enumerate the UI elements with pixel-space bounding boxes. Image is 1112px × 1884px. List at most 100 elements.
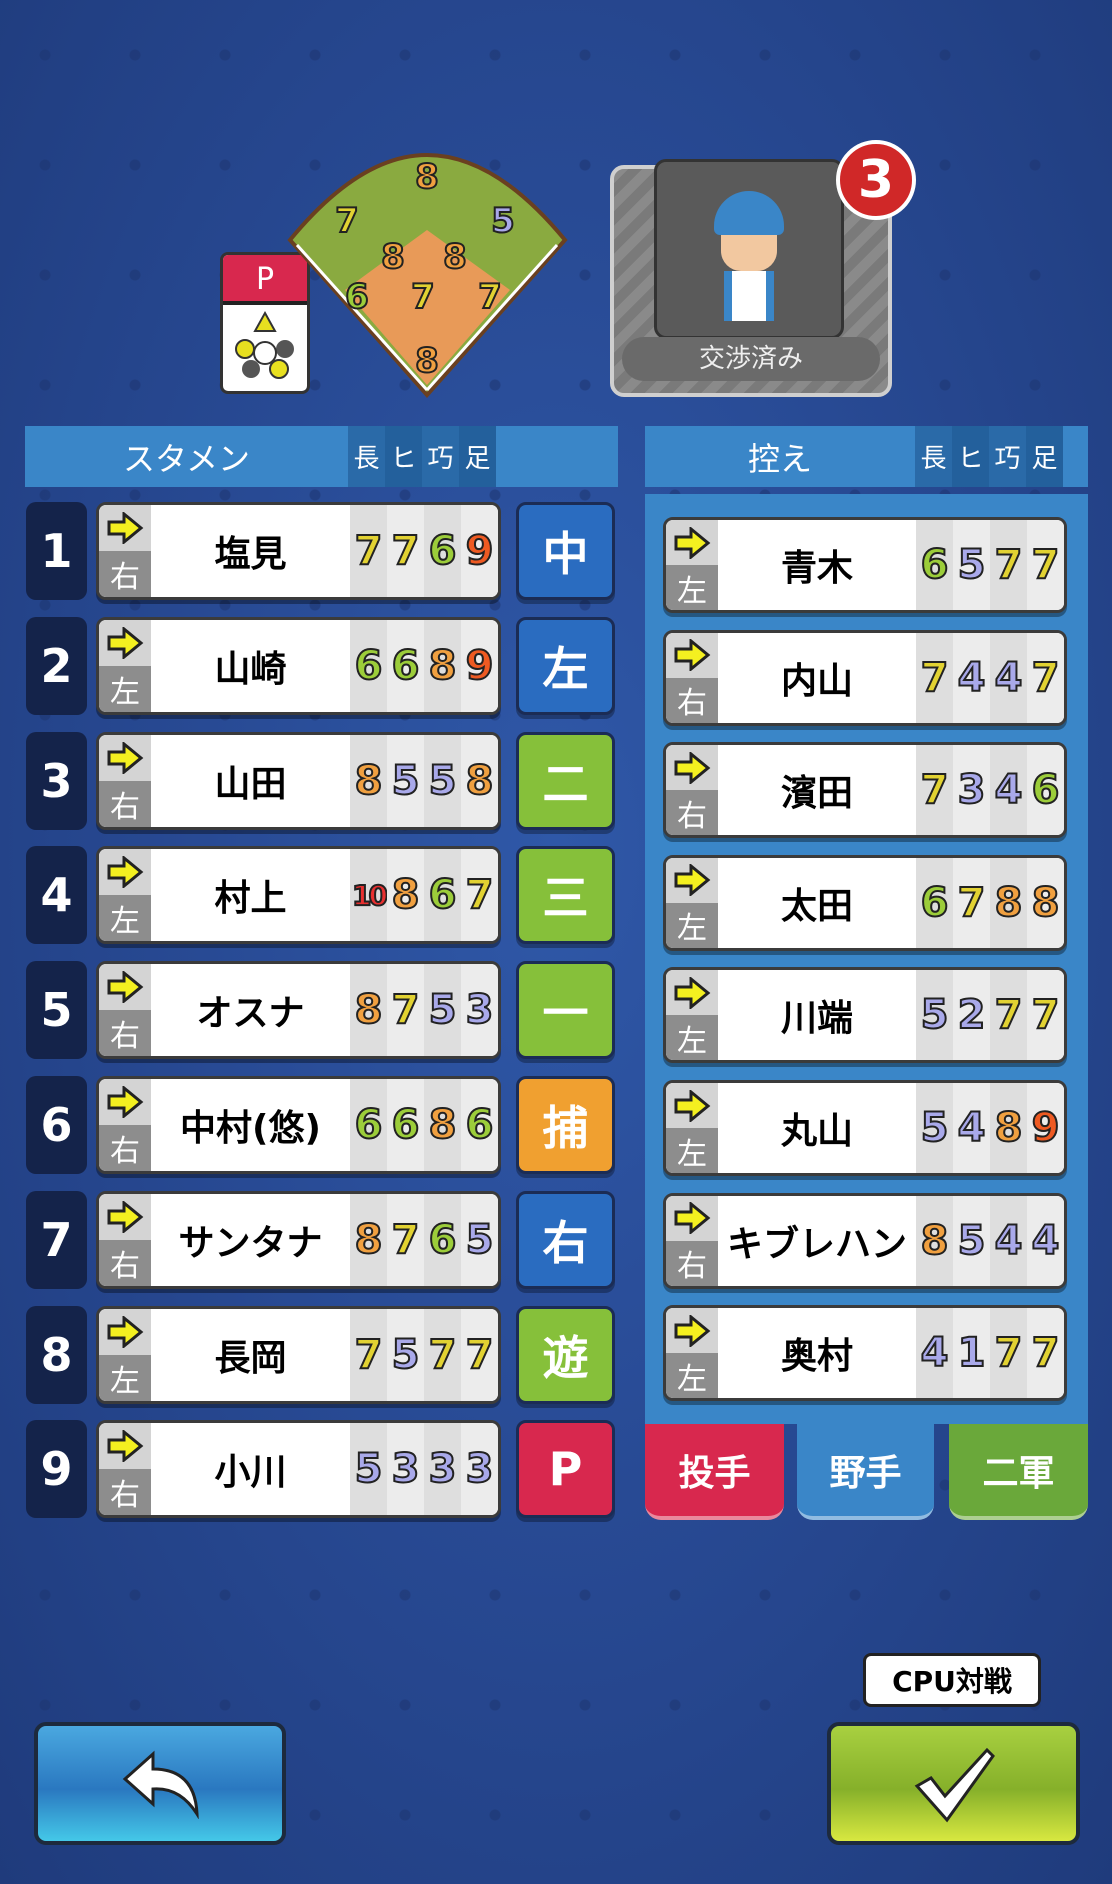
position-button[interactable]: 右 (516, 1190, 615, 1289)
batting-order: 8 (26, 1305, 87, 1404)
player-stat: 7 (1027, 1308, 1064, 1399)
player-stat: 7 (1027, 632, 1064, 723)
position-button[interactable]: 中 (516, 502, 615, 600)
lineup-player-card[interactable]: 右中村(悠) 6 6 8 6 (96, 1076, 501, 1174)
player-stat: 7 (387, 964, 424, 1057)
bench-player-card[interactable]: 左 太田 6 7 8 8 (663, 854, 1067, 951)
player-stat: 8 (350, 734, 387, 827)
tab-fielder[interactable]: 野手 (797, 1424, 934, 1520)
stat-header: 足 (459, 426, 496, 487)
stat-header: 長 (915, 426, 952, 487)
move-arrow-icon (674, 526, 711, 559)
negotiation-label: 交渉済み (622, 337, 880, 381)
rating-lf: 7 (335, 201, 359, 241)
player-stat: 3 (424, 1423, 461, 1516)
position-button[interactable]: 二 (516, 731, 615, 830)
player-stat: 4 (916, 1308, 953, 1399)
player-stat: 4 (1027, 1195, 1064, 1286)
player-stat: 8 (387, 849, 424, 942)
batting-hand: 右 (99, 551, 151, 597)
player-stat: 3 (953, 745, 990, 836)
bench-player-card[interactable]: 右 内山 7 4 4 7 (663, 629, 1067, 726)
position-button[interactable]: 左 (516, 616, 615, 715)
batting-order: 6 (26, 1076, 87, 1174)
move-arrow-icon (107, 626, 144, 659)
bench-title: 控え (747, 439, 812, 478)
player-avatar (714, 191, 784, 341)
player-stat: 8 (990, 857, 1027, 948)
player-stat: 7 (350, 1308, 387, 1401)
bench-player-card[interactable]: 右 濱田 7 3 4 6 (663, 742, 1067, 839)
lineup-player-card[interactable]: 右 オスナ 8 7 5 3 (96, 961, 501, 1060)
move-arrow-icon (107, 1430, 144, 1463)
position-button[interactable]: 捕 (516, 1076, 615, 1174)
position-button[interactable]: 一 (516, 961, 615, 1060)
lineup-player-card[interactable]: 右 小川 5 3 3 3 (96, 1420, 501, 1519)
player-stat: 4 (990, 632, 1027, 723)
lineup-header: スタメン 長 ヒ 巧 足 (25, 426, 618, 487)
player-stat: 9 (1027, 1083, 1064, 1173)
lineup-player-card[interactable]: 左 長岡 7 5 7 7 (96, 1305, 501, 1404)
batting-order: 5 (26, 961, 87, 1060)
player-name: 長岡 (214, 1337, 287, 1379)
player-stat: 6 (424, 849, 461, 942)
position-button[interactable]: 遊 (516, 1305, 615, 1404)
player-name: 川端 (780, 998, 853, 1040)
bench-player-card[interactable]: 右キブレハン 8 5 4 4 (663, 1192, 1067, 1289)
move-arrow-icon (674, 1089, 711, 1122)
pitcher-type-card[interactable]: P (220, 252, 310, 394)
player-stat: 7 (461, 849, 498, 942)
stat-header: 巧 (989, 426, 1026, 487)
batting-hand: 右 (99, 1010, 151, 1057)
player-stat: 4 (953, 1083, 990, 1173)
lineup-player-card[interactable]: 右 塩見 7 7 6 9 (96, 502, 501, 600)
stat-header: 長 (348, 426, 385, 487)
player-name: キブレハン (726, 1223, 907, 1265)
move-arrow-icon (674, 1314, 711, 1347)
stat-header: 足 (1026, 426, 1063, 487)
position-button[interactable]: 三 (516, 846, 615, 945)
tab-farm[interactable]: 二軍 (949, 1424, 1088, 1520)
batting-hand: 左 (666, 1015, 718, 1061)
player-stat: 6 (350, 619, 387, 712)
rating-p: 7 (411, 277, 435, 317)
bench-player-card[interactable]: 左 奥村 4 1 7 7 (663, 1305, 1067, 1402)
batting-order: 2 (26, 616, 87, 715)
player-stat: 6 (424, 1193, 461, 1286)
rating-3b: 6 (345, 277, 369, 317)
move-arrow-icon (674, 639, 711, 672)
rating-1b: 7 (478, 277, 502, 317)
lineup-player-card[interactable]: 右サンタナ 8 7 6 5 (96, 1190, 501, 1289)
player-stat: 5 (916, 970, 953, 1061)
batting-hand: 左 (666, 1128, 718, 1173)
bench-player-card[interactable]: 左 川端 5 2 7 7 (663, 967, 1067, 1064)
move-arrow-icon (107, 1200, 144, 1233)
bench-player-card[interactable]: 左 青木 6 5 7 7 (663, 517, 1067, 613)
position-button[interactable]: P (516, 1420, 615, 1519)
lineup-player-card[interactable]: 左 山崎 6 6 8 9 (96, 616, 501, 715)
batting-order: 1 (26, 502, 87, 600)
stat-header: ヒ (385, 426, 422, 487)
negotiation-card-button[interactable]: 交渉済み (610, 159, 892, 397)
confirm-button[interactable] (827, 1722, 1080, 1845)
checkmark-icon (914, 1747, 995, 1822)
player-name: 濱田 (780, 773, 853, 815)
lineup-player-card[interactable]: 右 山田 8 5 5 8 (96, 731, 501, 830)
player-stat: 4 (990, 745, 1027, 836)
tab-pitcher[interactable]: 投手 (645, 1424, 784, 1520)
player-name: 村上 (214, 878, 287, 920)
player-stat: 4 (990, 1195, 1027, 1286)
rating-2b: 8 (443, 237, 467, 277)
player-stat: 6 (1027, 745, 1064, 836)
player-stat: 8 (424, 1079, 461, 1171)
player-stat: 6 (916, 520, 953, 610)
bench-player-card[interactable]: 左 丸山 5 4 8 9 (663, 1080, 1067, 1176)
player-stat: 6 (387, 619, 424, 712)
rating-cf: 8 (415, 157, 439, 197)
back-button[interactable] (34, 1722, 286, 1845)
move-arrow-icon (674, 864, 711, 897)
negotiation-count-badge: 3 (836, 140, 916, 220)
defense-field-diagram[interactable]: 8 7 5 8 8 6 7 7 8 (285, 150, 570, 400)
player-name: 中村(悠) (180, 1108, 321, 1149)
lineup-player-card[interactable]: 左 村上 10 8 6 7 (96, 846, 501, 945)
